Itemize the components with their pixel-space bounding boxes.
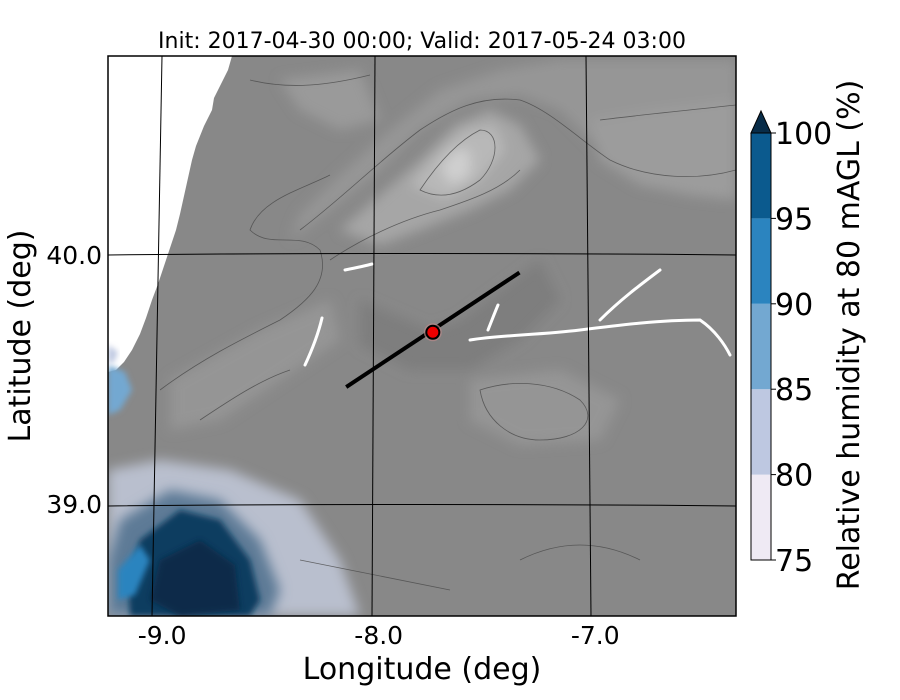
colorbar-segment (751, 474, 771, 560)
colorbar-segment (751, 133, 771, 219)
y-axis-label: Latitude (deg) (3, 230, 38, 443)
colorbar-segment (751, 389, 771, 475)
map-plot-area (108, 56, 736, 616)
colorbar-tick-label: 80 (775, 459, 813, 494)
colorbar-extend-arrow (750, 109, 772, 134)
colorbar-segment (751, 218, 771, 304)
x-tick-label: -9.0 (138, 621, 187, 650)
grid-meridian-lon-9 (151, 56, 163, 616)
y-tick-label: 39.0 (46, 490, 102, 519)
x-tick-label: -7.0 (571, 621, 620, 650)
grid-meridian-lon-8 (371, 56, 376, 616)
colorbar: 75 80 85 90 95 100 (750, 109, 832, 579)
x-axis-ticks: -9.0 -8.0 -7.0 (138, 621, 620, 650)
rivers (303, 262, 732, 367)
colorbar-segment (751, 303, 771, 390)
colorbar-outline (750, 132, 772, 561)
location-marker (425, 324, 441, 340)
colorbar-tick-label: 95 (775, 202, 813, 237)
grid-parallel-lat-40 (108, 253, 736, 256)
x-axis-label: Longitude (deg) (303, 652, 542, 687)
terrain-contours (159, 74, 736, 591)
grid-parallel-lat-39 (108, 504, 736, 507)
chart-title: Init: 2017-04-30 00:00; Valid: 2017-05-2… (158, 29, 686, 54)
x-tick-label: -8.0 (354, 621, 403, 650)
ocean-no-data-area (108, 56, 232, 372)
colorbar-tick-label: 90 (775, 288, 813, 323)
colorbar-label: Relative humidity at 80 mAGL (%) (832, 80, 867, 591)
graticule (108, 56, 736, 616)
grid-meridian-lon-7 (585, 56, 592, 616)
y-axis-ticks: 40.0 39.0 (46, 241, 102, 519)
colorbar-tick-label: 85 (775, 373, 813, 408)
y-tick-label: 40.0 (46, 241, 102, 270)
colorbar-tick-label: 75 (775, 544, 813, 579)
colorbar-tick-label: 100 (775, 117, 832, 152)
plot-frame (107, 55, 737, 617)
humidity-field (108, 345, 360, 616)
